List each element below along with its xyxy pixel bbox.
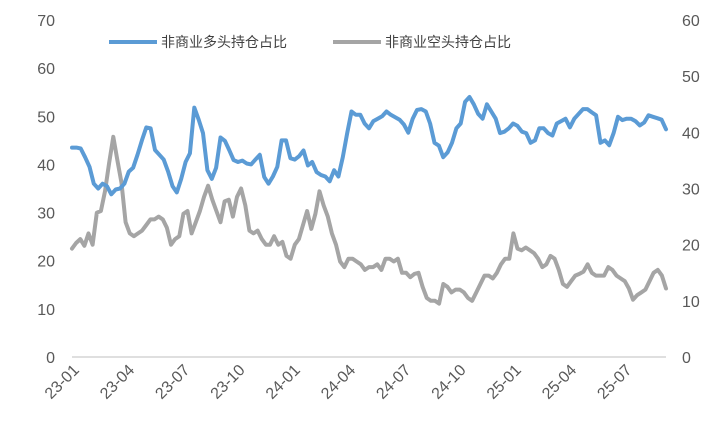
x-tick-label: 25-07 bbox=[594, 362, 635, 403]
left-y-tick-label: 20 bbox=[37, 254, 55, 271]
x-axis-ticks: 23-01 23-04 23-07 23-10 24-01 24-04 24-07 24-10… bbox=[42, 362, 636, 403]
right-y-tick-label: 30 bbox=[682, 182, 700, 199]
x-tick-label: 24-04 bbox=[318, 362, 359, 403]
x-tick-label: 23-10 bbox=[208, 362, 249, 403]
right-y-tick-label: 60 bbox=[682, 13, 700, 30]
legend-label-short: 非商业空头持仓占比 bbox=[385, 35, 511, 51]
right-y-tick-label: 40 bbox=[682, 125, 700, 142]
x-tick-label: 25-01 bbox=[484, 362, 525, 403]
right-y-tick-label: 0 bbox=[682, 350, 691, 367]
left-y-tick-label: 70 bbox=[37, 13, 55, 30]
x-tick-label: 25-04 bbox=[539, 362, 580, 403]
left-y-tick-label: 40 bbox=[37, 157, 55, 174]
left-y-tick-label: 50 bbox=[37, 109, 55, 126]
long-position-line bbox=[70, 95, 668, 197]
left-y-tick-label: 10 bbox=[37, 302, 55, 319]
right-y-tick-label: 50 bbox=[682, 69, 700, 86]
legend: 非商业多头持仓占比 非商业空头持仓占比 bbox=[109, 34, 511, 51]
short-position-line bbox=[70, 134, 668, 306]
x-tick-label: 23-07 bbox=[152, 362, 193, 403]
x-tick-label: 23-01 bbox=[42, 362, 83, 403]
x-tick-label: 23-04 bbox=[97, 362, 138, 403]
left-y-tick-label: 30 bbox=[37, 206, 55, 223]
x-tick-label: 24-01 bbox=[263, 362, 304, 403]
right-y-tick-label: 10 bbox=[682, 294, 700, 311]
left-y-axis-ticks: 0 10 20 30 40 50 60 70 bbox=[37, 13, 55, 367]
series-lines bbox=[70, 95, 668, 306]
x-tick-label: 24-07 bbox=[373, 362, 414, 403]
x-tick-label: 24-10 bbox=[429, 362, 470, 403]
left-y-tick-label: 0 bbox=[46, 350, 55, 367]
right-y-tick-label: 20 bbox=[682, 238, 700, 255]
legend-label-long: 非商业多头持仓占比 bbox=[161, 34, 287, 51]
right-y-axis-ticks: 0 10 20 30 40 50 60 bbox=[682, 13, 700, 367]
left-y-tick-label: 60 bbox=[37, 61, 55, 78]
